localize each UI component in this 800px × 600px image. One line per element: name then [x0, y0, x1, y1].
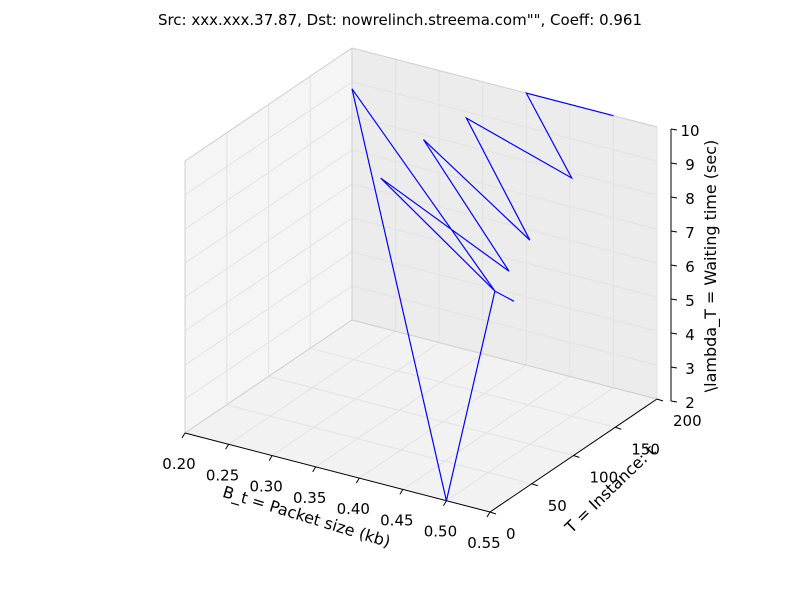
z-tick-mark: [670, 332, 678, 335]
box-edge: [184, 47, 353, 162]
x-tick-mark: [312, 466, 317, 473]
x-tick-label: 0.30: [249, 478, 282, 496]
z-tick-label: 10: [680, 122, 699, 140]
z-tick-mark: [670, 230, 678, 233]
y-tick-mark: [531, 483, 538, 487]
y-tick-label: 200: [673, 412, 702, 430]
z-tick-mark: [670, 162, 678, 165]
z-tick-mark: [670, 400, 678, 403]
y-tick-label: 150: [631, 440, 660, 458]
z-tick-label: 8: [685, 190, 695, 208]
series-line-0: [351, 88, 614, 501]
y-tick-mark: [615, 426, 622, 430]
x-tick-mark: [181, 432, 186, 439]
z-tick-label: 6: [685, 258, 695, 276]
y-tick-mark: [573, 455, 580, 458]
x-axis-line: [184, 432, 491, 513]
x-tick-mark: [486, 511, 491, 518]
axis-lines: [184, 47, 672, 513]
x-tick-mark: [442, 500, 447, 506]
z-tick-label: 3: [685, 360, 695, 378]
axis-panes: [185, 48, 657, 512]
z-tick-label: 7: [685, 224, 695, 242]
x-tick-mark: [225, 444, 230, 450]
y-tick-label: 100: [590, 469, 619, 487]
box-edge: [351, 319, 658, 400]
z-axis-label: \lambda_T = Waiting time (sec): [701, 140, 721, 393]
x-tick-label: 0.45: [380, 511, 413, 529]
series-group: [351, 88, 614, 501]
y-tick-label: 50: [548, 497, 567, 515]
x-tick-mark: [355, 477, 360, 484]
z-tick-mark: [670, 298, 678, 301]
x-tick-label: 0.40: [337, 500, 370, 518]
z-tick-mark: [670, 264, 678, 267]
chart-title: Src: xxx.xxx.37.87, Dst: nowrelinch.stre…: [158, 11, 642, 29]
z-tick-mark: [670, 196, 678, 199]
box-edge: [184, 319, 353, 434]
x-tick-label: 0.20: [162, 455, 195, 473]
y-tick-mark: [656, 398, 664, 402]
x-tick-label: 0.35: [293, 489, 326, 507]
y-tick-mark: [489, 511, 497, 515]
x-tick-mark: [399, 489, 404, 495]
axis-ticks: 0.20 0.25 0.30 0.35 0.40 0.45 0.50 0.55 0 50 100 15…: [162, 122, 701, 552]
y-tick-label: 0: [506, 525, 516, 543]
x-tick-mark: [268, 455, 273, 461]
x-tick-label: 0.55: [467, 534, 500, 552]
x-tick-label: 0.25: [206, 466, 239, 484]
z-tick-mark: [670, 366, 678, 369]
x-tick-label: 0.50: [424, 523, 457, 541]
z-tick-label: 4: [685, 326, 695, 344]
z-tick-label: 5: [685, 292, 695, 310]
z-tick-mark: [670, 128, 678, 131]
z-tick-label: 2: [685, 394, 695, 412]
z-tick-label: 9: [685, 156, 695, 174]
